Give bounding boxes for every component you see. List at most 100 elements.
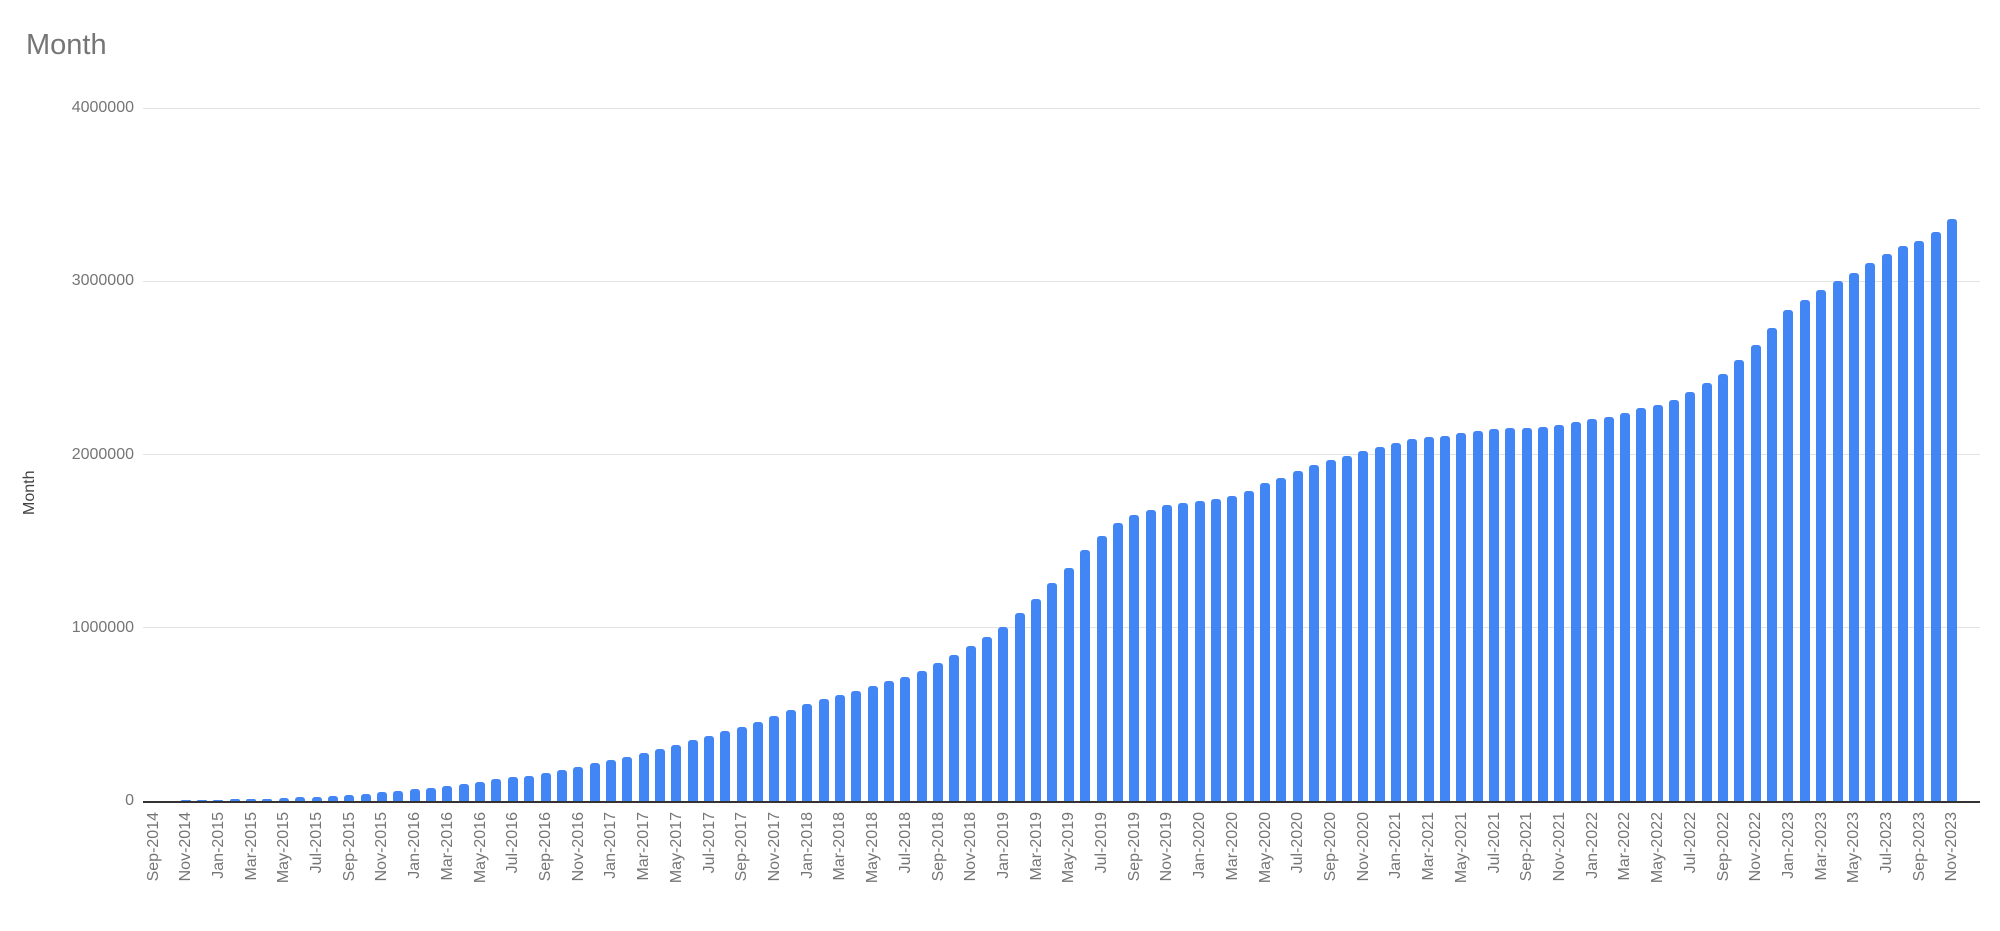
bar-Nov-2016[interactable] [573, 766, 584, 801]
bar-Oct-2023[interactable] [1930, 232, 1941, 801]
bar-May-2019[interactable] [1063, 568, 1074, 801]
bar-Sep-2018[interactable] [933, 663, 944, 801]
bar-Feb-2015[interactable] [229, 799, 240, 801]
bar-Mar-2022[interactable] [1619, 413, 1630, 801]
bar-Jan-2021[interactable] [1390, 442, 1401, 801]
bar-Oct-2015[interactable] [360, 793, 371, 801]
bar-Sep-2015[interactable] [344, 794, 355, 801]
bar-Jul-2020[interactable] [1292, 471, 1303, 801]
bar-Mar-2016[interactable] [442, 786, 453, 801]
bar-Nov-2023[interactable] [1946, 219, 1957, 801]
bar-Sep-2023[interactable] [1914, 240, 1925, 801]
bar-Mar-2015[interactable] [246, 799, 257, 801]
bar-Mar-2019[interactable] [1031, 599, 1042, 801]
bar-May-2017[interactable] [671, 744, 682, 801]
bar-Oct-2019[interactable] [1145, 509, 1156, 801]
bar-Mar-2020[interactable] [1227, 495, 1238, 801]
bar-Aug-2020[interactable] [1309, 464, 1320, 801]
bar-Nov-2019[interactable] [1161, 505, 1172, 801]
bar-Aug-2022[interactable] [1701, 383, 1712, 801]
bar-Oct-2018[interactable] [949, 655, 960, 801]
bar-Jul-2022[interactable] [1685, 391, 1696, 801]
bar-Oct-2022[interactable] [1734, 359, 1745, 801]
bar-Nov-2017[interactable] [769, 716, 780, 801]
bar-Feb-2017[interactable] [622, 756, 633, 801]
bar-Aug-2017[interactable] [720, 730, 731, 801]
bar-Oct-2020[interactable] [1341, 455, 1352, 801]
bar-Jul-2016[interactable] [507, 777, 518, 801]
bar-Jan-2016[interactable] [409, 789, 420, 801]
bar-May-2022[interactable] [1652, 404, 1663, 801]
bar-Feb-2020[interactable] [1211, 499, 1222, 801]
bar-Dec-2015[interactable] [393, 790, 404, 801]
bar-Sep-2017[interactable] [736, 726, 747, 801]
bar-Aug-2018[interactable] [916, 670, 927, 801]
bar-Jul-2019[interactable] [1096, 535, 1107, 801]
bar-Apr-2019[interactable] [1047, 583, 1058, 801]
bar-Aug-2016[interactable] [524, 775, 535, 801]
bar-May-2016[interactable] [475, 781, 486, 801]
bar-Dec-2021[interactable] [1570, 422, 1581, 801]
bar-Sep-2022[interactable] [1718, 373, 1729, 801]
bar-Dec-2020[interactable] [1374, 446, 1385, 801]
bar-Mar-2023[interactable] [1816, 289, 1827, 801]
bar-May-2015[interactable] [278, 797, 289, 801]
bar-Dec-2022[interactable] [1767, 328, 1778, 801]
bar-Dec-2014[interactable] [197, 800, 208, 801]
bar-Jul-2021[interactable] [1489, 429, 1500, 801]
bar-May-2018[interactable] [867, 686, 878, 801]
bar-Mar-2021[interactable] [1423, 437, 1434, 801]
bar-Jan-2022[interactable] [1587, 419, 1598, 801]
bar-Jul-2023[interactable] [1881, 254, 1892, 801]
bar-Jun-2018[interactable] [883, 681, 894, 801]
bar-Jun-2020[interactable] [1276, 478, 1287, 801]
bar-Oct-2017[interactable] [753, 721, 764, 801]
bar-Jan-2017[interactable] [605, 759, 616, 801]
bar-Dec-2017[interactable] [785, 709, 796, 801]
bar-Apr-2016[interactable] [458, 784, 469, 801]
bar-Jul-2018[interactable] [900, 676, 911, 801]
bar-May-2021[interactable] [1456, 433, 1467, 801]
bar-May-2023[interactable] [1848, 273, 1859, 801]
bar-Jan-2020[interactable] [1194, 501, 1205, 801]
bar-Jan-2019[interactable] [998, 626, 1009, 801]
bar-Dec-2019[interactable] [1178, 503, 1189, 801]
bar-Jun-2023[interactable] [1865, 262, 1876, 801]
bar-Nov-2020[interactable] [1358, 451, 1369, 801]
bar-Jan-2018[interactable] [802, 703, 813, 801]
bar-Apr-2017[interactable] [654, 748, 665, 801]
bar-Feb-2021[interactable] [1407, 439, 1418, 801]
bar-Aug-2019[interactable] [1112, 522, 1123, 801]
bar-Dec-2016[interactable] [589, 763, 600, 801]
bar-Feb-2018[interactable] [818, 699, 829, 801]
bar-Apr-2020[interactable] [1243, 490, 1254, 801]
bar-Oct-2021[interactable] [1538, 427, 1549, 801]
bar-Oct-2016[interactable] [556, 769, 567, 801]
bar-Apr-2015[interactable] [262, 798, 273, 801]
bar-Sep-2019[interactable] [1129, 514, 1140, 801]
bar-Nov-2015[interactable] [376, 792, 387, 801]
bar-Jun-2021[interactable] [1472, 431, 1483, 801]
bar-Nov-2022[interactable] [1750, 344, 1761, 801]
bar-Jun-2016[interactable] [491, 779, 502, 801]
bar-Mar-2018[interactable] [834, 694, 845, 801]
bar-Aug-2015[interactable] [327, 795, 338, 801]
bar-Sep-2020[interactable] [1325, 459, 1336, 801]
bar-Mar-2017[interactable] [638, 752, 649, 801]
bar-Apr-2023[interactable] [1832, 281, 1843, 801]
bar-Jun-2019[interactable] [1080, 550, 1091, 801]
bar-Jan-2015[interactable] [213, 799, 224, 801]
bar-Apr-2022[interactable] [1636, 408, 1647, 801]
bar-Sep-2021[interactable] [1521, 427, 1532, 801]
bar-Apr-2021[interactable] [1440, 435, 1450, 801]
bar-Feb-2019[interactable] [1014, 613, 1025, 801]
bar-Jul-2017[interactable] [704, 735, 715, 801]
bar-Apr-2018[interactable] [851, 690, 862, 801]
bar-Jun-2017[interactable] [687, 740, 698, 801]
bar-Nov-2018[interactable] [965, 646, 976, 801]
bar-Feb-2023[interactable] [1799, 299, 1810, 801]
bar-Feb-2022[interactable] [1603, 416, 1614, 801]
bar-May-2020[interactable] [1260, 483, 1271, 801]
bar-Jan-2023[interactable] [1783, 309, 1794, 801]
bar-Sep-2016[interactable] [540, 773, 551, 801]
